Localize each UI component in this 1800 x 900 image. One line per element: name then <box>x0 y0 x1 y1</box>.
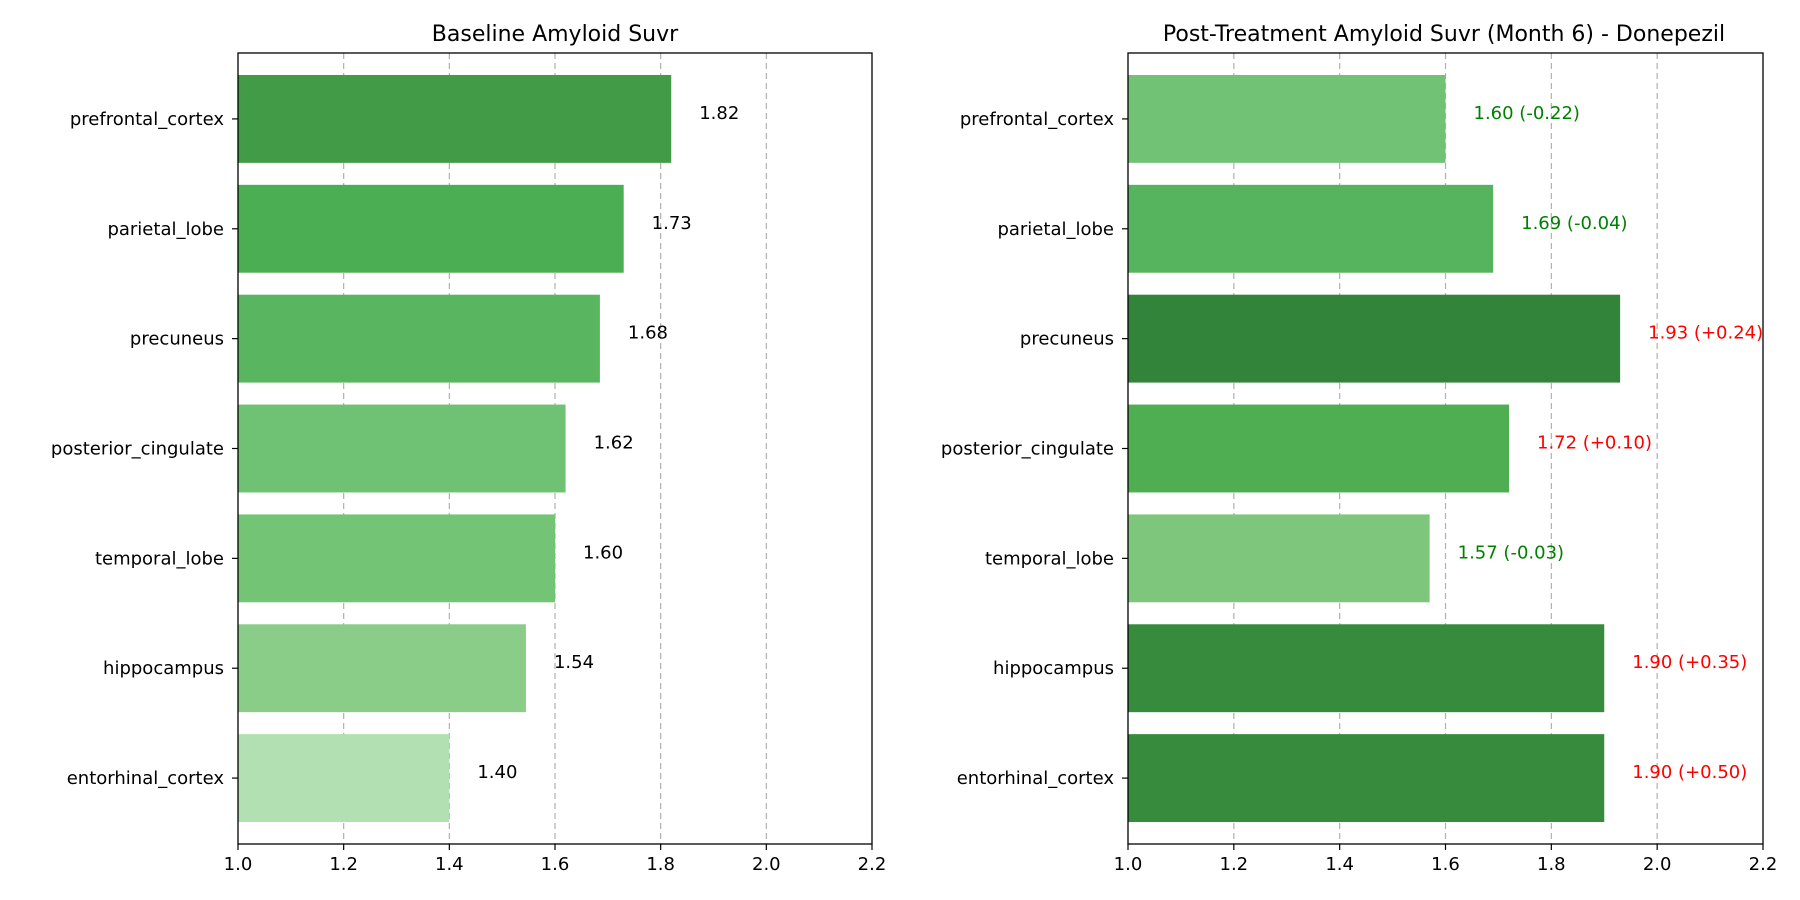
post-treatment-category-label: parietal_lobe <box>997 219 1114 240</box>
baseline-x-tick-label: 1.8 <box>646 854 675 875</box>
baseline-category-label: entorhinal_cortex <box>67 768 225 789</box>
post-treatment-category-label: posterior_cingulate <box>941 439 1114 460</box>
baseline-category-label: temporal_lobe <box>95 548 224 569</box>
post-treatment-bar-posterior-cingulate <box>1128 404 1509 493</box>
baseline-title: Baseline Amyloid Suvr <box>432 22 679 47</box>
post-treatment-value-label: 1.57 (-0.03) <box>1458 542 1564 563</box>
baseline-category-label: hippocampus <box>103 658 224 679</box>
post-treatment-bar-prefrontal-cortex <box>1128 74 1446 163</box>
baseline-x-tick-label: 1.0 <box>224 854 253 875</box>
post-treatment-category-label: entorhinal_cortex <box>957 768 1115 789</box>
baseline-bar-hippocampus <box>238 624 526 713</box>
baseline-value-label: 1.62 <box>594 433 634 454</box>
post-treatment-x-tick-label: 2.2 <box>1749 854 1778 875</box>
baseline-bar-posterior-cingulate <box>238 404 566 493</box>
baseline-category-label: prefrontal_cortex <box>70 109 224 130</box>
post-treatment-x-tick-label: 1.2 <box>1220 854 1249 875</box>
baseline-panel: Baseline Amyloid Suvr 1.82 1.73 1.68 1.62 1.… <box>51 22 886 875</box>
post-treatment-x-tick-label: 2.0 <box>1643 854 1672 875</box>
post-treatment-x-tick-label: 1.4 <box>1325 854 1354 875</box>
baseline-bar-prefrontal-cortex <box>238 74 672 163</box>
post-treatment-axes-frame <box>1127 52 1764 845</box>
baseline-value-label: 1.54 <box>554 652 594 673</box>
post-treatment-panel: Post-Treatment Amyloid Suvr (Month 6) - … <box>941 22 1777 875</box>
baseline-bar-entorhinal-cortex <box>238 734 450 823</box>
post-treatment-value-label: 1.72 (+0.10) <box>1537 433 1652 454</box>
post-treatment-x-tick-label: 1.6 <box>1431 854 1460 875</box>
baseline-x-tick-label: 1.6 <box>541 854 570 875</box>
baseline-x-tick-label: 1.4 <box>435 854 464 875</box>
post-treatment-bar-temporal-lobe <box>1128 514 1430 603</box>
baseline-x-tick-label: 1.2 <box>329 854 358 875</box>
baseline-value-label: 1.73 <box>652 213 692 234</box>
post-treatment-value-label: 1.90 (+0.35) <box>1632 652 1747 673</box>
baseline-x-tick-label: 2.0 <box>752 854 781 875</box>
post-treatment-x-tick-label: 1.8 <box>1537 854 1566 875</box>
baseline-value-label: 1.68 <box>628 323 668 344</box>
baseline-value-label: 1.60 <box>583 542 623 563</box>
post-treatment-value-label: 1.90 (+0.50) <box>1632 762 1747 783</box>
post-treatment-category-label: temporal_lobe <box>985 548 1114 569</box>
post-treatment-category-label: precuneus <box>1020 329 1114 350</box>
baseline-bar-parietal-lobe <box>238 184 624 273</box>
baseline-bar-precuneus <box>238 294 600 383</box>
post-treatment-bar-precuneus <box>1128 294 1621 383</box>
post-treatment-bar-parietal-lobe <box>1128 184 1494 273</box>
post-treatment-value-label: 1.69 (-0.04) <box>1521 213 1627 234</box>
post-treatment-title: Post-Treatment Amyloid Suvr (Month 6) - … <box>1163 22 1725 47</box>
baseline-x-tick-label: 2.2 <box>858 854 887 875</box>
post-treatment-value-label: 1.93 (+0.24) <box>1648 323 1763 344</box>
post-treatment-category-label: prefrontal_cortex <box>960 109 1114 130</box>
baseline-category-label: parietal_lobe <box>107 219 224 240</box>
post-treatment-bar-entorhinal-cortex <box>1128 734 1605 823</box>
baseline-axes-frame <box>237 52 873 845</box>
post-treatment-value-label: 1.60 (-0.22) <box>1474 103 1580 124</box>
baseline-category-label: posterior_cingulate <box>51 439 224 460</box>
baseline-value-label: 1.82 <box>699 103 739 124</box>
post-treatment-category-label: hippocampus <box>993 658 1114 679</box>
baseline-value-label: 1.40 <box>477 762 517 783</box>
post-treatment-x-tick-label: 1.0 <box>1114 854 1143 875</box>
baseline-category-label: precuneus <box>130 329 224 350</box>
post-treatment-bar-hippocampus <box>1128 624 1605 713</box>
baseline-bar-temporal-lobe <box>238 514 555 603</box>
